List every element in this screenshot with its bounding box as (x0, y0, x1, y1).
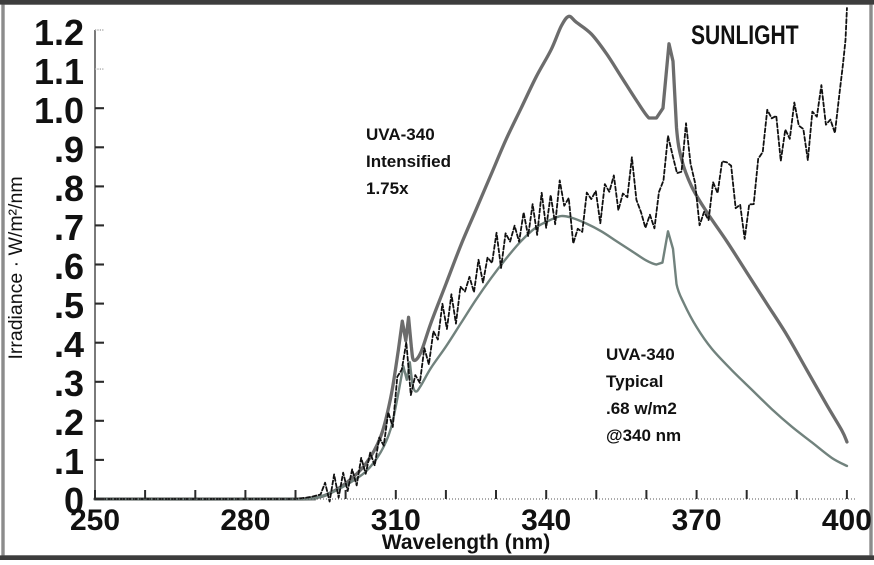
svg-text:.8: .8 (54, 168, 84, 209)
svg-text:1.1: 1.1 (34, 51, 84, 92)
svg-text:@340 nm: @340 nm (606, 426, 681, 445)
svg-text:Intensified: Intensified (366, 152, 451, 171)
svg-text:.2: .2 (54, 402, 84, 443)
svg-text:280: 280 (220, 504, 270, 537)
svg-text:1.2: 1.2 (34, 12, 84, 53)
svg-text:UVA-340: UVA-340 (606, 345, 675, 364)
svg-text:400: 400 (822, 504, 872, 537)
svg-text:Irradiance · W/m²/nm: Irradiance · W/m²/nm (5, 176, 27, 359)
svg-text:.9: .9 (54, 129, 84, 170)
svg-text:.4: .4 (54, 324, 84, 365)
svg-text:Typical: Typical (606, 372, 663, 391)
svg-text:UVA-340: UVA-340 (366, 125, 435, 144)
svg-text:.68 w/m2: .68 w/m2 (606, 399, 677, 418)
svg-text:250: 250 (70, 504, 120, 537)
svg-text:.3: .3 (54, 363, 84, 404)
svg-text:1.0: 1.0 (34, 90, 84, 131)
svg-text:Wavelength (nm): Wavelength (nm) (382, 531, 550, 554)
svg-text:.5: .5 (54, 285, 84, 326)
svg-text:SUNLIGHT: SUNLIGHT (691, 21, 799, 51)
svg-text:.1: .1 (54, 441, 84, 482)
svg-text:370: 370 (672, 504, 722, 537)
svg-text:1.75x: 1.75x (366, 179, 409, 198)
svg-text:.6: .6 (54, 246, 84, 287)
svg-text:.7: .7 (54, 207, 84, 248)
